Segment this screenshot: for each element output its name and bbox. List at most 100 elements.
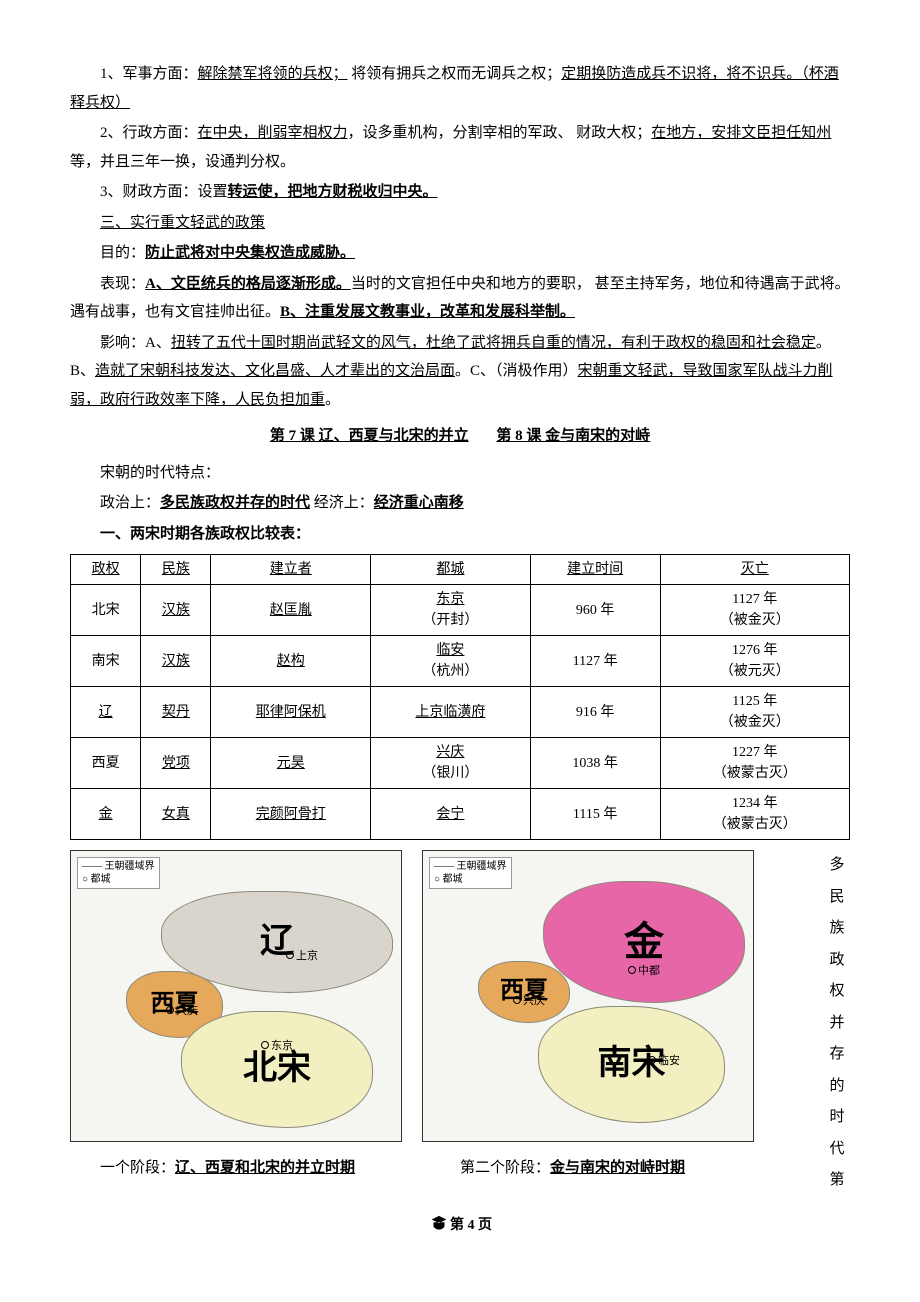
map-northern-song: —— 王朝疆域界 ○ 都城 辽西夏北宋上京兴庆东京	[70, 850, 402, 1142]
table-cell: 汉族	[141, 585, 211, 636]
table-cell: 临安（杭州）	[371, 636, 531, 687]
song-intro-1: 宋朝的时代特点：	[70, 459, 850, 488]
txt: 1、军事方面：	[100, 66, 198, 82]
txt-u: 造就了宋朝科技发达、文化昌盛、人才辈出的文治局面	[95, 363, 455, 379]
table-cell: 赵匡胤	[211, 585, 371, 636]
map-southern-song: —— 王朝疆域界 ○ 都城 金西夏南宋中都兴庆临安	[422, 850, 754, 1142]
vertical-era-text: 多民族政权并存的时代第	[824, 850, 850, 1197]
vertical-char: 多	[824, 850, 850, 882]
txt: 政治上：	[100, 495, 160, 511]
txt: 表现：	[100, 276, 145, 292]
map-region: 南宋	[538, 1006, 725, 1123]
maps-row: —— 王朝疆域界 ○ 都城 辽西夏北宋上京兴庆东京 —— 王朝疆域界 ○ 都城 …	[70, 850, 850, 1142]
table-header-cell: 建立者	[211, 555, 371, 585]
stage-1: 辽、西夏和北宋的并立时期	[175, 1160, 355, 1176]
txt-u: 解除禁军将领的兵权；	[198, 66, 348, 82]
table-cell: 金	[71, 789, 141, 840]
txt-u: 多民族政权并存的时代	[160, 495, 310, 511]
lesson-titles: 第 7 课 辽、西夏与北宋的并立 第 8 课 金与南宋的对峙	[70, 422, 850, 451]
txt-u: 经济重心南移	[374, 495, 464, 511]
vertical-char: 并	[824, 1008, 850, 1040]
table-cell: 916 年	[530, 687, 660, 738]
table-cell: 辽	[71, 687, 141, 738]
table-cell: 完颜阿骨打	[211, 789, 371, 840]
table-cell: 契丹	[141, 687, 211, 738]
txt-u: 扭转了五代十国时期尚武轻文的风气，杜绝了武将拥兵自重的情况，有利于政权的稳固和社…	[171, 335, 816, 351]
p-purpose: 目的：防止武将对中央集权造成威胁。	[70, 239, 850, 268]
stage-2: 金与南宋的对峙时期	[550, 1160, 685, 1176]
table-header-cell: 建立时间	[530, 555, 660, 585]
txt: 一、两宋时期各族政权比较表：	[100, 526, 310, 542]
txt-u: A、文臣统兵的格局逐渐形成。	[145, 276, 351, 292]
vertical-char: 民	[824, 882, 850, 914]
legend-line: —— 王朝疆域界	[82, 860, 155, 873]
table-cell: 女真	[141, 789, 211, 840]
table-cell: 1127 年	[530, 636, 660, 687]
map-region: 金	[543, 881, 745, 1003]
table-cell: 1038 年	[530, 738, 660, 789]
vertical-char: 第	[824, 1165, 850, 1197]
txt-u: B、注重发展文教事业，改革和发展科举制。	[280, 304, 575, 320]
table-cell: 上京临潢府	[371, 687, 531, 738]
txt-u: 转运使，把地方财税收归中央。	[228, 184, 438, 200]
table-cell: 960 年	[530, 585, 660, 636]
table-cell: 赵构	[211, 636, 371, 687]
txt: 。C、（消极作用）	[455, 363, 578, 379]
table-cell: 1127 年（被金灭）	[660, 585, 849, 636]
page-footer: 第 4 页	[70, 1213, 850, 1240]
map-city: 东京	[261, 1036, 293, 1057]
txt: 一个阶段：	[100, 1160, 175, 1176]
txt-u: 在地方，安排文臣担任知州	[651, 125, 831, 141]
table-row: 北宋汉族赵匡胤东京（开封）960 年1127 年（被金灭）	[71, 585, 850, 636]
stage-row: 一个阶段：辽、西夏和北宋的并立时期 第二个阶段：金与南宋的对峙时期	[70, 1154, 850, 1183]
table-cell: 1234 年（被蒙古灭）	[660, 789, 849, 840]
p-finance: 3、财政方面：设置转运使，把地方财税收归中央。	[70, 178, 850, 207]
vertical-char: 存	[824, 1039, 850, 1071]
txt: 3、财政方面：设置	[100, 184, 228, 200]
scholar-icon	[428, 1214, 450, 1236]
p-admin: 2、行政方面：在中央，削弱宰相权力，设多重机构，分割宰相的军政、 财政大权；在地…	[70, 119, 850, 176]
txt: 2、行政方面：	[100, 125, 198, 141]
table-cell: 元昊	[211, 738, 371, 789]
vertical-char: 族	[824, 913, 850, 945]
table-row: 金女真完颜阿骨打会宁1115 年1234 年（被蒙古灭）	[71, 789, 850, 840]
table-cell: 耶律阿保机	[211, 687, 371, 738]
table-cell: 北宋	[71, 585, 141, 636]
song-intro-2: 政治上：多民族政权并存的时代 经济上：经济重心南移	[70, 489, 850, 518]
vertical-char: 代	[824, 1134, 850, 1166]
table-header-cell: 民族	[141, 555, 211, 585]
lesson-7-title: 第 7 课 辽、西夏与北宋的并立	[270, 428, 469, 444]
legend-line: ○ 都城	[434, 873, 507, 886]
map-city: 兴庆	[166, 1001, 198, 1022]
table-cell: 西夏	[71, 738, 141, 789]
txt: 第二个阶段：	[460, 1160, 550, 1176]
vertical-char: 时	[824, 1102, 850, 1134]
table-cell: 会宁	[371, 789, 531, 840]
txt-u: 三、实行重文轻武的政策	[100, 215, 265, 231]
vertical-char: 政	[824, 945, 850, 977]
txt: 目的：	[100, 245, 145, 261]
map-city: 中都	[628, 961, 660, 982]
txt: 经济上：	[310, 495, 374, 511]
txt: 影响：A、	[100, 335, 171, 351]
dynasties-table: 政权民族建立者都城建立时间灭亡北宋汉族赵匡胤东京（开封）960 年1127 年（…	[70, 554, 850, 840]
txt: 。	[325, 392, 340, 408]
txt: ，设多重机构，分割宰相的军政、 财政大权；	[348, 125, 652, 141]
txt: 宋朝的时代特点：	[100, 465, 220, 481]
table-header-cell: 灭亡	[660, 555, 849, 585]
table-row: 南宋汉族赵构临安（杭州）1127 年1276 年（被元灭）	[71, 636, 850, 687]
legend-line: —— 王朝疆域界	[434, 860, 507, 873]
txt: 将领有拥兵之权而无调兵之权；	[348, 66, 562, 82]
table-cell: 党项	[141, 738, 211, 789]
table-cell: 兴庆（银川）	[371, 738, 531, 789]
vertical-char: 的	[824, 1071, 850, 1103]
table-header-cell: 政权	[71, 555, 141, 585]
table-row: 西夏党项元昊兴庆（银川）1038 年1227 年（被蒙古灭）	[71, 738, 850, 789]
p-military: 1、军事方面：解除禁军将领的兵权； 将领有拥兵之权而无调兵之权；定期换防造成兵不…	[70, 60, 850, 117]
table-row: 辽契丹耶律阿保机上京临潢府916 年1125 年（被金灭）	[71, 687, 850, 738]
table-cell: 汉族	[141, 636, 211, 687]
map-region: 北宋	[181, 1011, 373, 1128]
txt-u: 在中央，削弱宰相权力	[198, 125, 348, 141]
map-city: 上京	[286, 946, 318, 967]
map-legend: —— 王朝疆域界 ○ 都城	[429, 857, 512, 889]
